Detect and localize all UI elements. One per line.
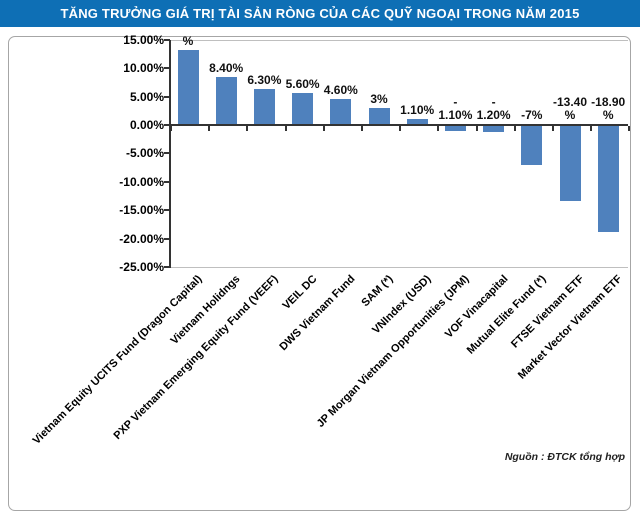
category-axis-tick [628,126,631,131]
bar-value-label-line: - [491,95,496,109]
category-axis-tick [552,126,554,131]
bar-value-label: -1.10% [413,96,497,122]
bar-value-label: 1.10% [375,102,459,117]
bar [330,98,352,124]
bar [368,107,390,124]
bar-value-label: 8.40% [184,62,268,75]
bar-value-label-line: % [564,108,576,122]
bar-value-label-line: -7% [521,108,543,122]
bar-value-label-line: 5.60% [285,77,320,92]
y-axis-tick-label: -20.00% [119,231,164,246]
category-axis-tick [513,126,516,131]
y-axis-tick [164,237,170,240]
plot-bottom-border [170,267,628,268]
y-axis-tick-label: 5.00% [129,89,164,104]
category-axis-tick [246,126,249,131]
bar-value-label-line: - [453,95,458,109]
bar-value-label-line: 6.30% [247,73,282,88]
category-axis-tick [284,126,287,131]
bar-value-label: -13.40% [528,96,612,122]
y-axis-tick [164,95,170,98]
bar [177,49,199,124]
y-axis-tick [164,152,170,155]
bar-value-label: 6.30% [222,74,306,87]
bar [406,118,428,124]
bar [292,93,314,124]
bar-value-label-line: -13.40 [552,95,588,109]
zero-axis-line [169,124,628,126]
bar-value-label-line: 1.10% [400,102,435,117]
bar-value-label: 5.60% [261,78,345,91]
y-axis-tick-label: 15.00% [123,32,164,47]
y-axis-tick-label: 0.00% [129,118,164,132]
category-axis-tick [590,126,593,131]
y-axis-tick-label: -10.00% [119,174,164,189]
y-axis-line [169,40,171,268]
bar-value-label-line: 1.10% [438,108,473,122]
bar [597,126,619,233]
bar [444,126,466,132]
y-axis-tick [164,209,170,212]
bar-value-label: -18.90% [566,96,640,122]
y-axis-tick-label: -25.00% [119,259,164,274]
category-axis-tick [361,126,363,131]
chart-title-bar: TĂNG TRƯỞNG GIÁ TRỊ TÀI SẢN RÒNG CỦA CÁC… [0,0,640,27]
bar-value-label-line: 4.60% [323,82,358,97]
category-axis-tick [208,126,211,131]
bar [215,77,237,124]
bar [559,126,581,202]
category-axis-tick [475,126,478,131]
bar-value-label-line: 8.40% [209,61,244,76]
source-note: Nguồn : ĐTCK tổng hợp [504,451,625,463]
y-axis-tick [164,38,170,41]
bar-value-label: -1.20% [452,96,536,122]
bar [483,126,505,132]
y-axis-tick [164,180,170,183]
category-axis-tick [322,126,325,131]
bar-value-label: 3% [337,91,421,106]
bar-value-label-line: % [602,108,614,122]
bar-value-label-line: % [182,33,194,48]
bar-value-label-line: 3% [370,91,388,106]
y-axis-tick-label: -15.00% [119,203,164,218]
y-axis-tick [164,265,170,268]
category-axis-tick [399,126,402,131]
category-axis-tick [170,126,172,131]
y-axis-tick-label: 10.00% [123,61,164,76]
bar [253,89,275,124]
bar-value-label: -7% [490,109,574,122]
bar-value-label-line: 1.20% [476,108,511,122]
chart-title: TĂNG TRƯỞNG GIÁ TRỊ TÀI SẢN RÒNG CỦA CÁC… [60,6,580,21]
category-axis-tick [437,126,440,131]
bar-value-label: 4.60% [299,82,383,97]
y-axis-tick [164,67,170,70]
bar [521,126,543,165]
bar-value-label: % [146,33,230,48]
chart-box [8,36,631,511]
y-axis-tick-label: -5.00% [125,146,164,161]
bar-value-label-line: -18.90 [591,95,626,109]
plot-top-border [170,40,628,41]
y-axis-tick [164,124,170,126]
